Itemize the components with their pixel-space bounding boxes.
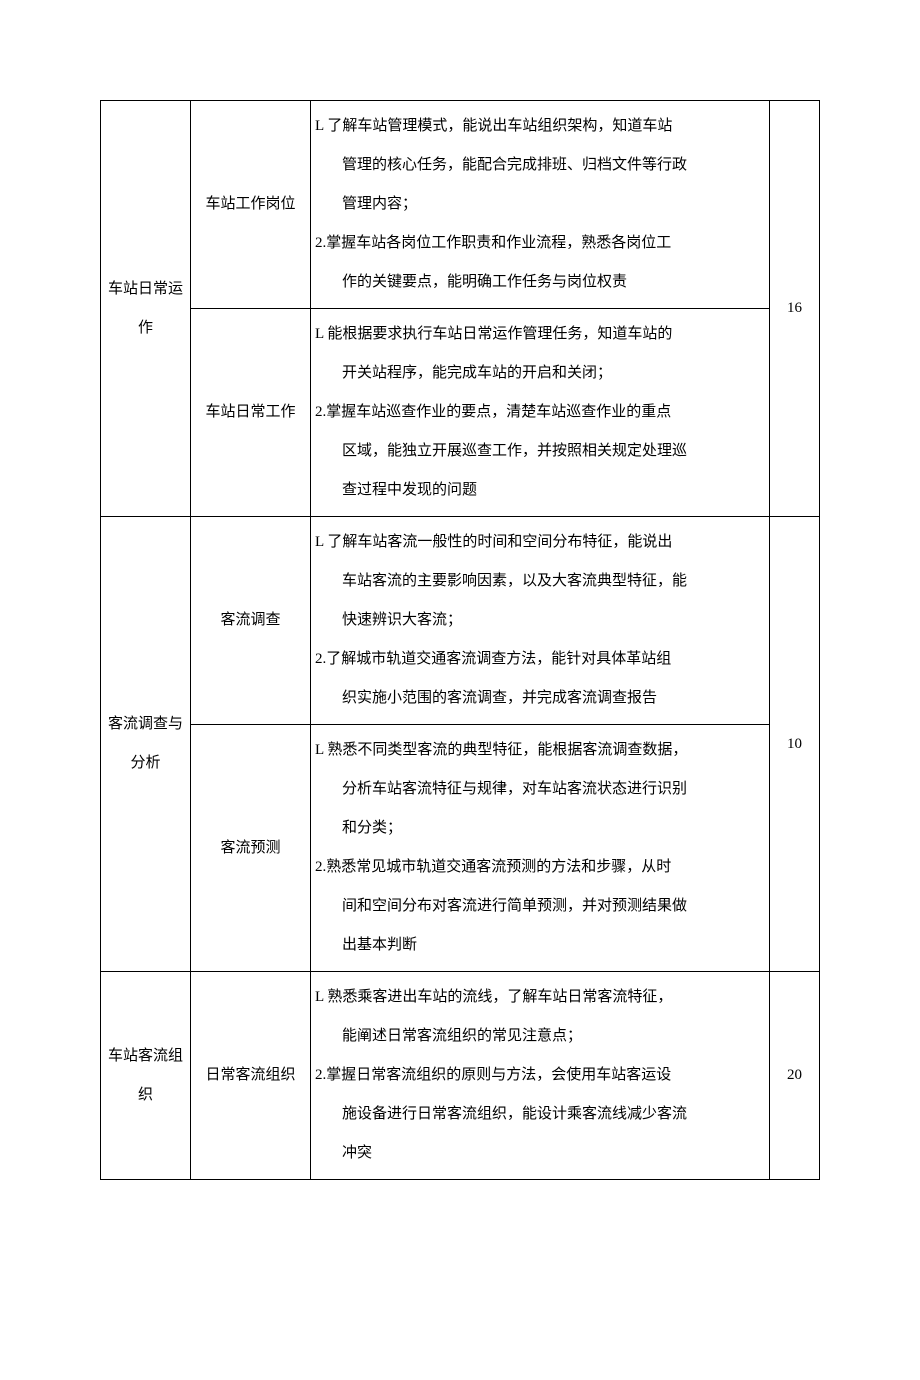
desc-text: L 熟悉乘客进出车站的流线，了解车站日常客流特征， 能阐述日常客流组织的常见注意…	[315, 978, 765, 1173]
module-cell: 客流调查与分析	[101, 517, 191, 972]
desc-text: L 了解车站客流一般性的时间和空间分布特征，能说出 车站客流的主要影响因素，以及…	[315, 523, 765, 718]
page: 车站日常运作 车站工作岗位 L 了解车站管理模式，能说出车站组织架构，知道车站 …	[0, 0, 920, 1380]
desc-text: L 能根据要求执行车站日常运作管理任务，知道车站的 开关站程序，能完成车站的开启…	[315, 315, 765, 510]
desc-text: L 了解车站管理模式，能说出车站组织架构，知道车站 管理的核心任务，能配合完成排…	[315, 107, 765, 302]
desc-cell: L 熟悉不同类型客流的典型特征，能根据客流调查数据， 分析车站客流特征与规律，对…	[311, 725, 770, 972]
table-row: 车站日常工作 L 能根据要求执行车站日常运作管理任务，知道车站的 开关站程序，能…	[101, 309, 820, 517]
hours-cell: 10	[770, 517, 820, 972]
desc-cell: L 熟悉乘客进出车站的流线，了解车站日常客流特征， 能阐述日常客流组织的常见注意…	[311, 972, 770, 1180]
module-cell: 车站日常运作	[101, 101, 191, 517]
module-cell: 车站客流组织	[101, 972, 191, 1180]
table-row: 客流调查与分析 客流调查 L 了解车站客流一般性的时间和空间分布特征，能说出 车…	[101, 517, 820, 725]
table-row: 客流预测 L 熟悉不同类型客流的典型特征，能根据客流调查数据， 分析车站客流特征…	[101, 725, 820, 972]
curriculum-table: 车站日常运作 车站工作岗位 L 了解车站管理模式，能说出车站组织架构，知道车站 …	[100, 100, 820, 1180]
hours-cell: 20	[770, 972, 820, 1180]
hours-cell: 16	[770, 101, 820, 517]
topic-cell: 车站日常工作	[191, 309, 311, 517]
table-row: 车站日常运作 车站工作岗位 L 了解车站管理模式，能说出车站组织架构，知道车站 …	[101, 101, 820, 309]
table-row: 车站客流组织 日常客流组织 L 熟悉乘客进出车站的流线，了解车站日常客流特征， …	[101, 972, 820, 1180]
topic-cell: 客流预测	[191, 725, 311, 972]
topic-cell: 客流调查	[191, 517, 311, 725]
topic-cell: 日常客流组织	[191, 972, 311, 1180]
desc-text: L 熟悉不同类型客流的典型特征，能根据客流调查数据， 分析车站客流特征与规律，对…	[315, 731, 765, 965]
desc-cell: L 了解车站客流一般性的时间和空间分布特征，能说出 车站客流的主要影响因素，以及…	[311, 517, 770, 725]
desc-cell: L 了解车站管理模式，能说出车站组织架构，知道车站 管理的核心任务，能配合完成排…	[311, 101, 770, 309]
desc-cell: L 能根据要求执行车站日常运作管理任务，知道车站的 开关站程序，能完成车站的开启…	[311, 309, 770, 517]
topic-cell: 车站工作岗位	[191, 101, 311, 309]
